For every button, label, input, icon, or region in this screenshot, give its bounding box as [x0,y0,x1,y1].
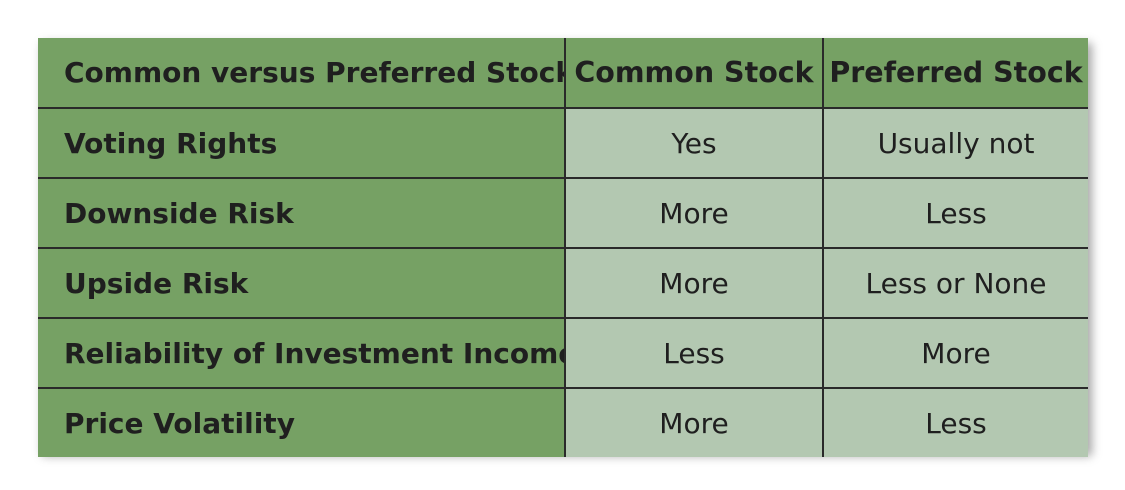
row-label-upside-risk: Upside Risk [38,247,566,319]
table-cell: Less [564,317,824,389]
column-header-preferred-stock: Preferred Stock [822,38,1088,109]
row-label-price-volatility: Price Volatility [38,387,566,457]
table-cell: Less [822,177,1088,249]
table-row: Upside Risk More Less or None [38,247,1088,319]
table-cell: Less or None [822,247,1088,319]
table-header-row: Common versus Preferred Stock Common Sto… [38,38,1088,109]
comparison-table-container: Common versus Preferred Stock Common Sto… [38,38,1088,457]
table-cell: Yes [564,107,824,179]
table-row: Downside Risk More Less [38,177,1088,249]
table-cell: More [564,177,824,249]
stock-comparison-table: Common versus Preferred Stock Common Sto… [38,38,1088,457]
table-cell: More [564,387,824,457]
table-cell: Usually not [822,107,1088,179]
table-cell: More [564,247,824,319]
table-corner-label: Common versus Preferred Stock [38,38,566,109]
table-row: Reliability of Investment Income Less Mo… [38,317,1088,389]
row-label-voting-rights: Voting Rights [38,107,566,179]
row-label-reliability-of-investment-income: Reliability of Investment Income [38,317,566,389]
column-header-common-stock: Common Stock [564,38,824,109]
row-label-downside-risk: Downside Risk [38,177,566,249]
table-row: Voting Rights Yes Usually not [38,107,1088,179]
table-cell: Less [822,387,1088,457]
table-cell: More [822,317,1088,389]
table-row: Price Volatility More Less [38,387,1088,457]
